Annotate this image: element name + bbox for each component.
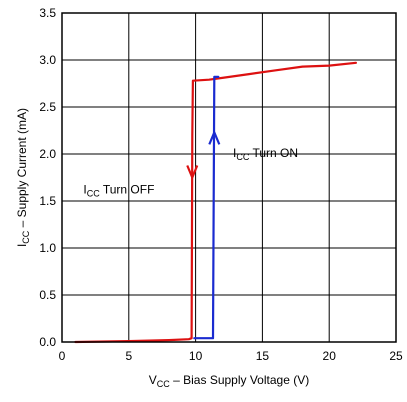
y-tick-label: 2.0 xyxy=(39,147,56,161)
x-tick-label: 20 xyxy=(323,349,337,363)
grid xyxy=(62,13,396,342)
series-turn-on-line xyxy=(193,75,220,340)
series-turn-off-line xyxy=(74,61,357,344)
x-tick-label: 10 xyxy=(189,349,203,363)
y-tick-label: 0.5 xyxy=(39,288,56,302)
annotation-turn-on: ICC Turn ON xyxy=(233,146,298,162)
x-tick-label: 5 xyxy=(125,349,132,363)
arrow-up-icon xyxy=(208,131,221,145)
x-tick-label: 0 xyxy=(59,349,66,363)
y-tick-label: 0.0 xyxy=(39,335,56,349)
y-tick-label: 1.0 xyxy=(39,241,56,255)
y-tick-label: 3.0 xyxy=(39,53,56,67)
series-group xyxy=(74,61,357,344)
x-tick-label: 15 xyxy=(256,349,270,363)
annotation-turn-off: ICC Turn OFF xyxy=(83,182,154,198)
arrow-down-icon xyxy=(186,165,199,179)
y-axis-label: ICC – Supply Current (mA) xyxy=(15,108,31,247)
x-axis-label: VCC – Bias Supply Voltage (V) xyxy=(149,373,309,389)
y-tick-label: 1.5 xyxy=(39,194,56,208)
tick-labels: 0 5 10 15 20 25 0.0 0.5 1.0 1.5 2.0 2.5 3.0 3.5 xyxy=(39,6,403,363)
plot-frame xyxy=(61,12,397,343)
arrows-group xyxy=(186,131,221,179)
y-tick-label: 3.5 xyxy=(39,6,56,20)
x-tick-label: 25 xyxy=(389,349,403,363)
y-tick-label: 2.5 xyxy=(39,100,56,114)
